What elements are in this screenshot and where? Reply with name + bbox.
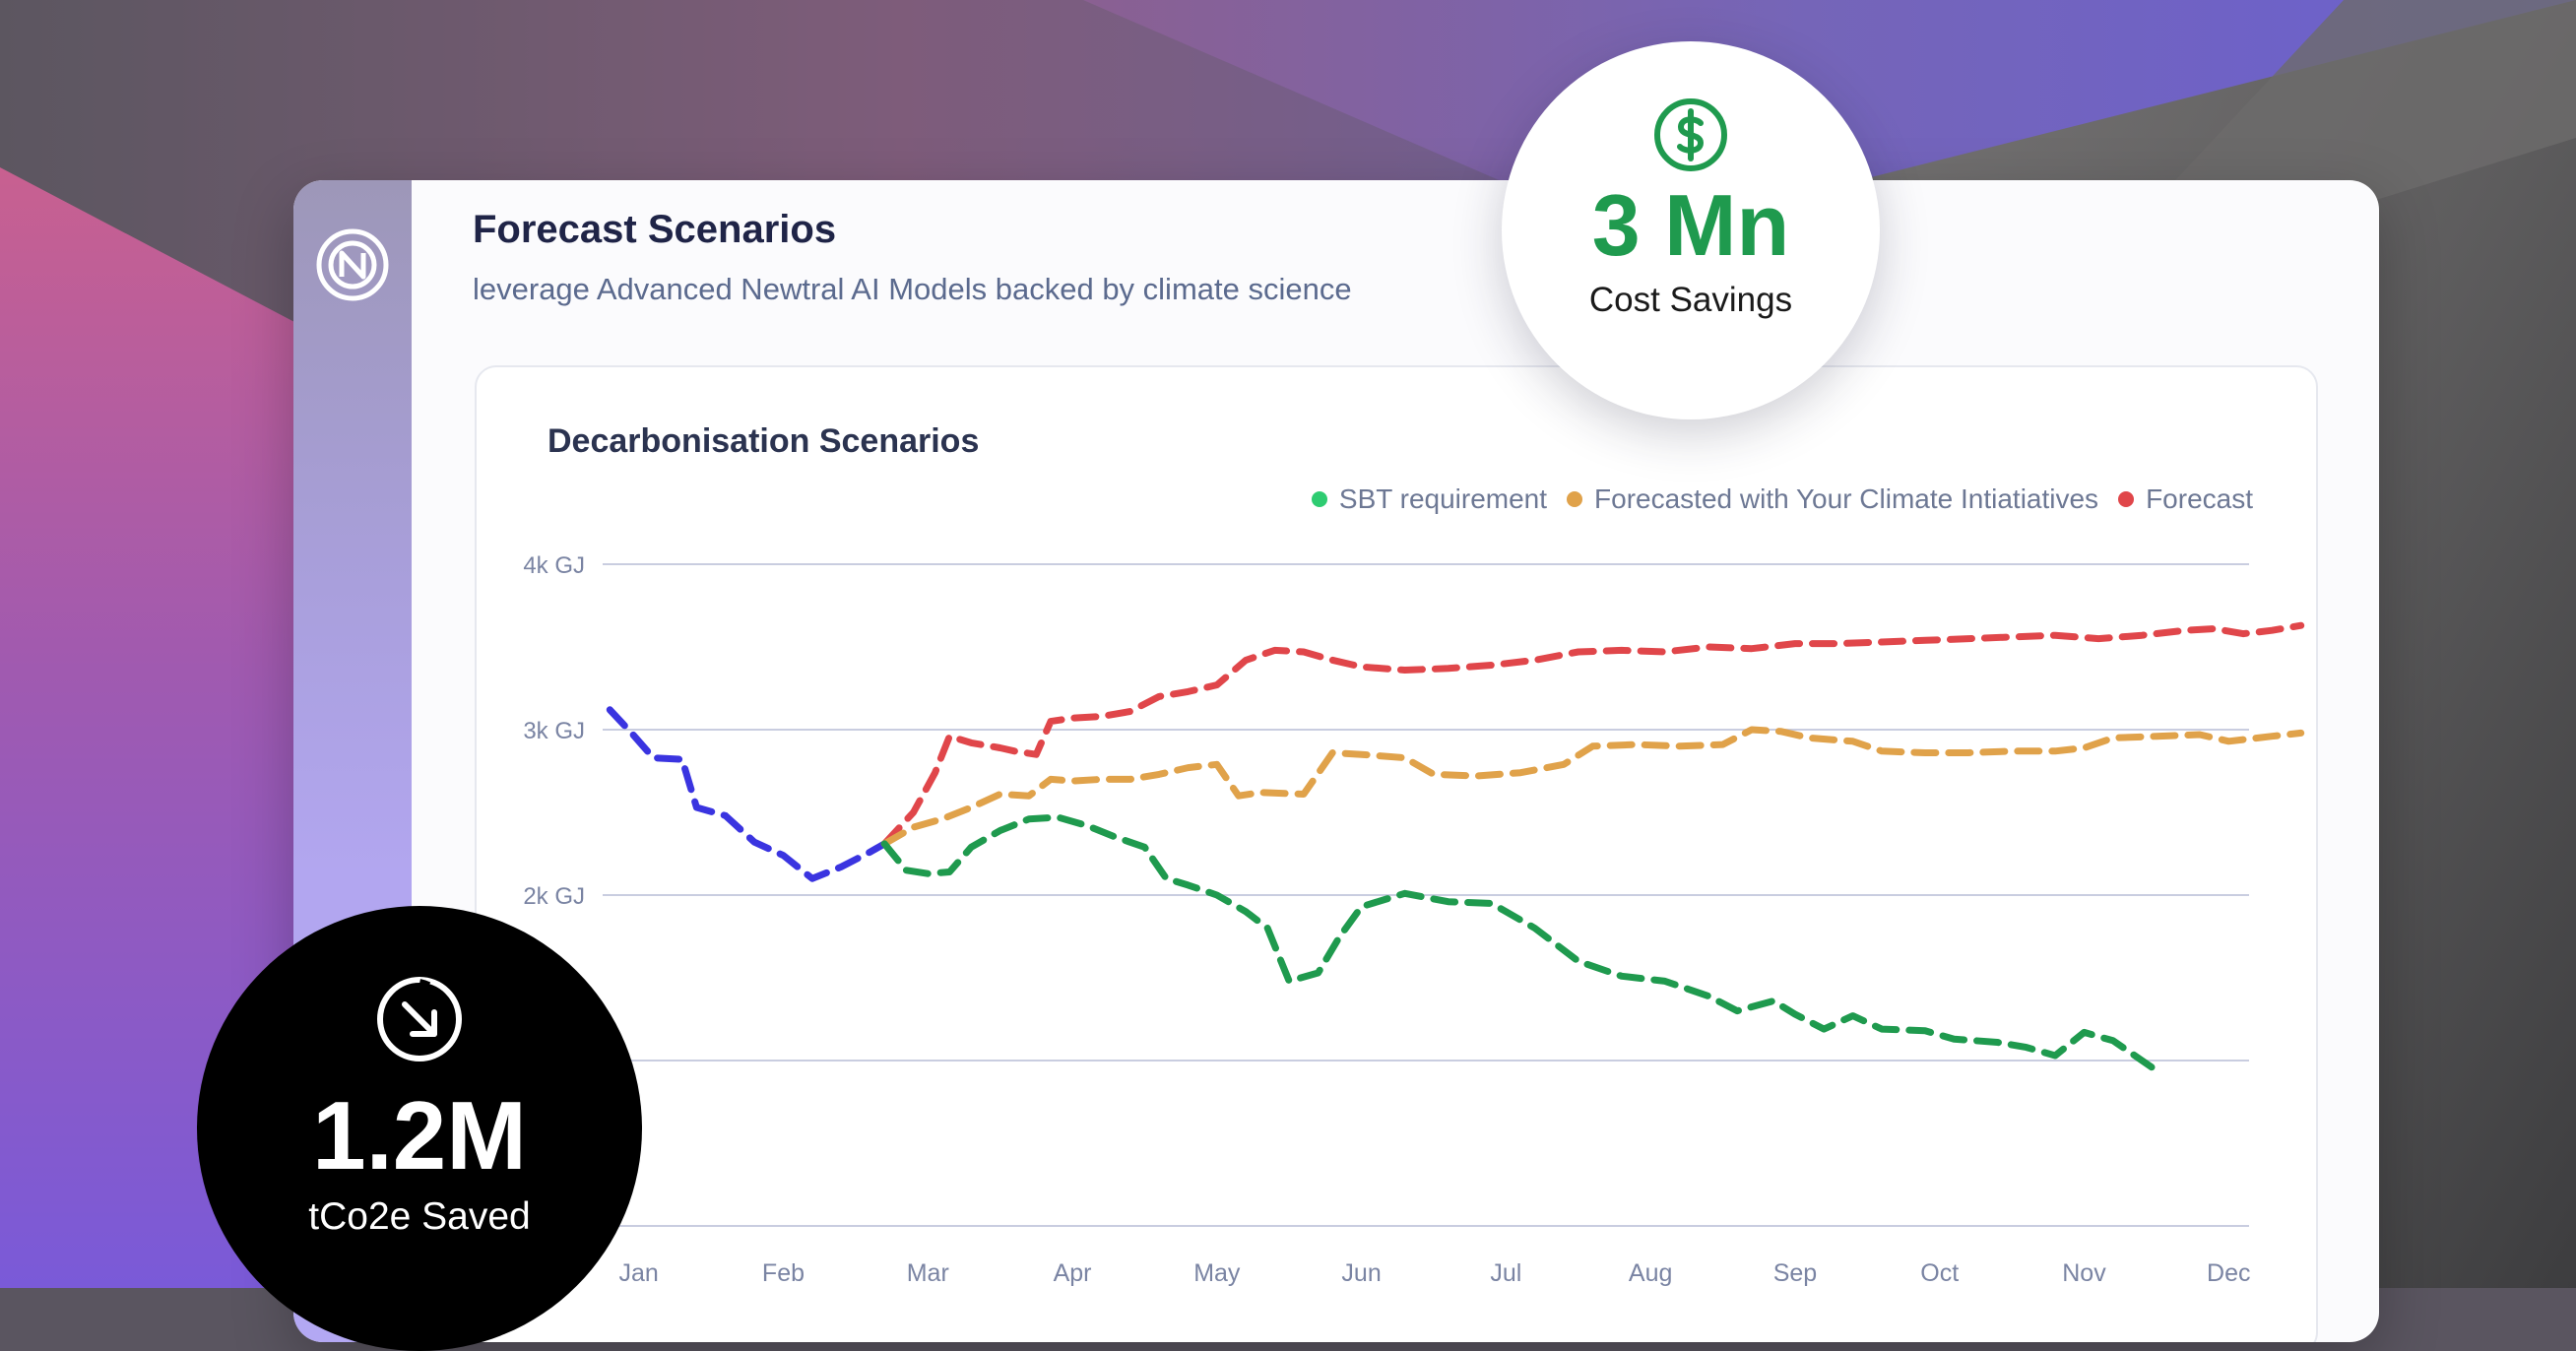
legend-dot-sbt (1311, 491, 1327, 507)
series-line-climate[interactable] (880, 726, 2305, 848)
x-tick-label: Mar (907, 1259, 949, 1287)
x-tick-label: Jan (619, 1259, 659, 1287)
x-tick-label: Oct (1920, 1259, 1959, 1287)
chart-panel: Decarbonisation Scenarios SBT requiremen… (475, 365, 2318, 1342)
chart-title: Decarbonisation Scenarios (547, 422, 980, 460)
x-tick-label: Feb (762, 1259, 805, 1287)
series-line-history[interactable] (606, 706, 888, 882)
x-tick-label: Nov (2062, 1259, 2106, 1287)
legend-dot-climate (1567, 491, 1583, 507)
series-line-forecast[interactable] (880, 621, 2305, 848)
legend-label-sbt: SBT requirement (1338, 483, 1548, 514)
x-tick-label: Jun (1341, 1259, 1381, 1287)
grid-layer (603, 563, 2249, 1227)
cost-savings-badge: 3 Mn Cost Savings (1502, 41, 1880, 419)
y-axis-ticks: 4k GJ 3k GJ 2k GJ (523, 552, 585, 910)
arrow-down-right-circle-icon (377, 977, 462, 1062)
x-tick-label: Dec (2207, 1259, 2250, 1287)
newtral-logo-icon[interactable] (315, 227, 390, 302)
x-tick-label: Sep (1773, 1259, 1817, 1287)
legend-item-forecast[interactable]: Forecast (2118, 483, 2253, 515)
legend-label-forecast: Forecast (2146, 483, 2253, 514)
legend-dot-forecast (2118, 491, 2135, 507)
emissions-saved-label: tCo2e Saved (308, 1195, 531, 1238)
y-tick-label: 3k GJ (523, 718, 585, 744)
x-tick-label: Jul (1490, 1259, 1521, 1287)
series-layer (606, 621, 2305, 1074)
line-chart-plot: 4k GJ 3k GJ 2k GJ Jan Feb Mar Apr May Jun Jul Aug… (523, 552, 2305, 1287)
emissions-saved-value: 1.2M (312, 1081, 527, 1190)
series-line-sbt[interactable] (880, 813, 2160, 1074)
x-tick-label: Apr (1054, 1259, 1092, 1287)
chart-legend: SBT requirement Forecasted with Your Cli… (1311, 483, 2253, 515)
cost-savings-label: Cost Savings (1588, 281, 1793, 319)
legend-label-climate: Forecasted with Your Climate Intiatiativ… (1594, 483, 2099, 514)
x-tick-label: Aug (1629, 1259, 1672, 1287)
cost-savings-value: 3 Mn (1591, 176, 1790, 274)
x-tick-label: May (1193, 1259, 1241, 1287)
legend-item-climate[interactable]: Forecasted with Your Climate Intiatiativ… (1567, 483, 2098, 515)
y-tick-label: 2k GJ (523, 883, 585, 910)
card-title: Forecast Scenarios (473, 208, 837, 251)
x-axis-ticks: Jan Feb Mar Apr May Jun Jul Aug Sep Oct Nov Dec (619, 1259, 2251, 1287)
dollar-circle-icon (1654, 98, 1727, 171)
emissions-saved-badge: 1.2M tCo2e Saved (197, 906, 642, 1351)
legend-item-sbt[interactable]: SBT requirement (1311, 483, 1548, 515)
card-subtitle: leverage Advanced Newtral AI Models back… (473, 272, 1352, 306)
y-tick-label: 4k GJ (523, 552, 585, 579)
